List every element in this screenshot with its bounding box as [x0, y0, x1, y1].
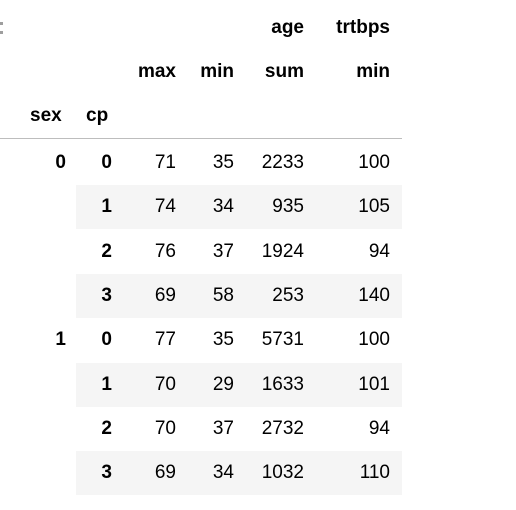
cell-sum: 1633 — [261, 374, 304, 395]
column-header-min: min — [200, 61, 234, 82]
cell-min: 37 — [212, 241, 234, 262]
cell-max: 70 — [154, 418, 176, 439]
cell-min: 29 — [212, 374, 234, 395]
row-index-cp: 1 — [101, 374, 112, 395]
index-name-cp: cp — [86, 105, 109, 126]
cell-min: 34 — [212, 462, 234, 483]
row-stripe — [76, 363, 402, 407]
cell-min: 34 — [212, 196, 234, 217]
cell-trtbps-min: 100 — [358, 152, 390, 173]
row-index-cp: 3 — [101, 462, 112, 483]
cell-max: 74 — [154, 196, 176, 217]
cell-sum: 5731 — [261, 329, 304, 350]
row-index-cp: 3 — [101, 285, 112, 306]
cell-sum: 2233 — [261, 152, 304, 173]
row-index-sex: 1 — [55, 329, 66, 350]
cell-min: 35 — [212, 329, 234, 350]
row-index-cp: 0 — [101, 329, 112, 350]
row-index-cp: 2 — [101, 418, 112, 439]
column-header-sum: sum — [264, 61, 304, 82]
cell-sum: 935 — [272, 196, 304, 217]
cell-sum: 1924 — [261, 241, 304, 262]
row-stripe — [76, 451, 402, 495]
column-header-trtbps-min: min — [356, 61, 390, 82]
cell-max: 70 — [154, 374, 176, 395]
cell-gutter-marker — [0, 22, 3, 34]
cell-trtbps-min: 140 — [358, 285, 390, 306]
cell-min: 37 — [212, 418, 234, 439]
cell-trtbps-min: 94 — [368, 418, 390, 439]
cell-sum: 253 — [272, 285, 304, 306]
row-index-cp: 2 — [101, 241, 112, 262]
cell-max: 76 — [154, 241, 176, 262]
row-index-cp: 1 — [101, 196, 112, 217]
cell-max: 69 — [154, 462, 176, 483]
cell-trtbps-min: 101 — [358, 374, 390, 395]
cell-max: 71 — [154, 152, 176, 173]
cell-trtbps-min: 100 — [358, 329, 390, 350]
cell-max: 69 — [154, 285, 176, 306]
row-stripe — [76, 274, 402, 318]
cell-max: 77 — [154, 329, 176, 350]
row-stripe — [76, 185, 402, 229]
cell-trtbps-min: 110 — [359, 462, 390, 483]
column-header-max: max — [137, 61, 176, 82]
cell-trtbps-min: 105 — [358, 196, 390, 217]
cell-min: 58 — [212, 285, 234, 306]
header-divider — [0, 138, 402, 139]
row-index-cp: 0 — [101, 152, 112, 173]
row-index-sex: 0 — [55, 152, 66, 173]
index-name-sex: sex — [30, 105, 62, 126]
column-group-age: age — [271, 17, 304, 38]
column-group-trtbps: trtbps — [336, 17, 390, 38]
cell-min: 35 — [212, 152, 234, 173]
cell-sum: 1032 — [261, 462, 304, 483]
cell-trtbps-min: 94 — [368, 241, 390, 262]
cell-sum: 2732 — [261, 418, 304, 439]
